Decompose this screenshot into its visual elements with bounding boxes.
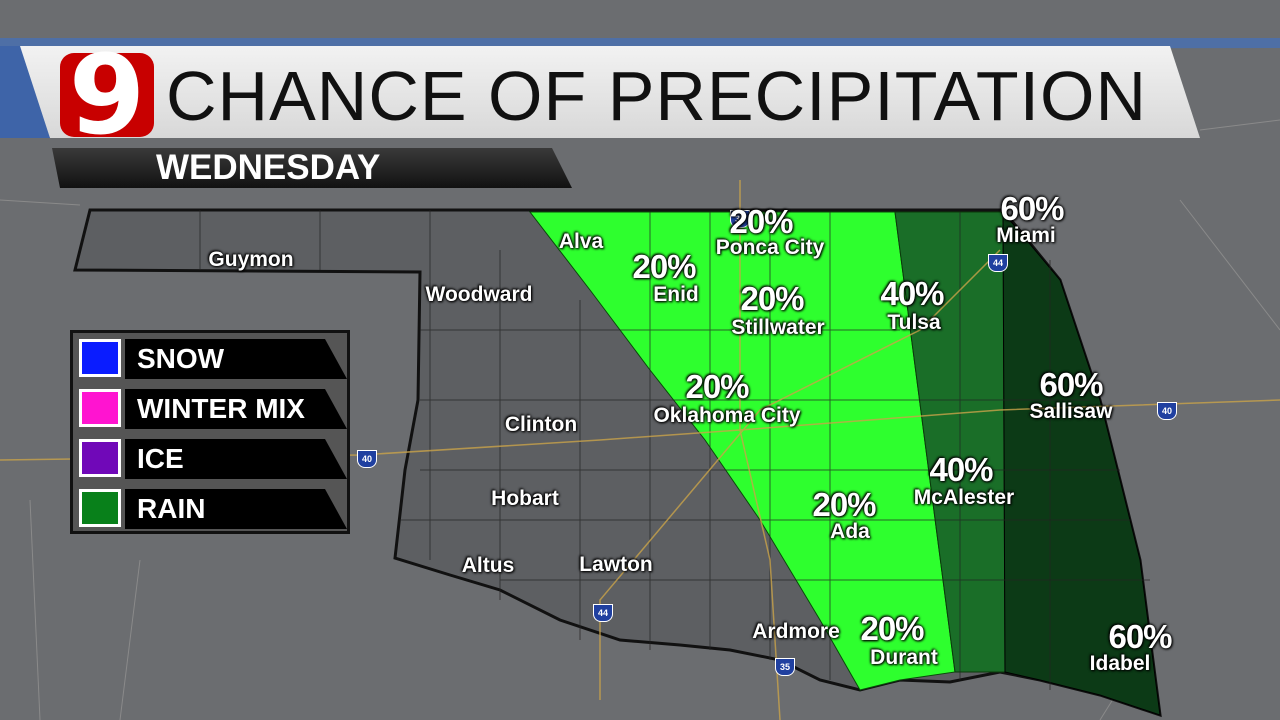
legend-item-rain: RAIN [79, 489, 347, 531]
city-label: Oklahoma City [653, 404, 801, 427]
percent-label: 60% [1000, 190, 1064, 227]
city-label: Sallisaw [1029, 400, 1113, 423]
percent-label: 20% [860, 610, 924, 647]
interstate-44-shield: 44 [988, 254, 1008, 272]
percent-label: 60% [1108, 618, 1172, 655]
percent-label: 20% [812, 486, 876, 523]
city-label: Idabel [1089, 652, 1151, 675]
precip-legend: SNOW WINTER MIX ICE RAIN [70, 330, 350, 534]
title-banner [0, 46, 1200, 138]
city-label: Ponca City [715, 236, 825, 259]
winter-mix-swatch [79, 389, 121, 427]
city-label: Tulsa [887, 311, 941, 334]
legend-item-ice: ICE [79, 439, 347, 481]
channel-9-logo: 9 [60, 40, 154, 150]
subtitle-bar [52, 148, 572, 188]
percent-label: 20% [740, 280, 804, 317]
city-label: Clinton [504, 413, 578, 436]
city-label: Lawton [579, 553, 653, 576]
city-label: Hobart [491, 487, 559, 510]
interstate-35-shield: 35 [730, 210, 750, 228]
city-label: Guymon [208, 248, 294, 271]
percent-label: 20% [632, 248, 696, 285]
city-label: Durant [870, 646, 938, 669]
snow-swatch [79, 339, 121, 377]
city-label: Ada [830, 520, 870, 543]
city-label: Alva [558, 230, 604, 253]
interstate-35-shield: 35 [775, 658, 795, 676]
interstate-40-shield: 40 [1157, 402, 1177, 420]
city-label: McAlester [913, 486, 1015, 509]
zone-60-percent [1002, 210, 1161, 716]
percent-label: 60% [1039, 366, 1103, 403]
percent-label: 20% [685, 368, 749, 405]
city-label: Altus [461, 554, 515, 577]
county-lines [199, 210, 1150, 690]
interstate-40-shield: 40 [357, 450, 377, 468]
city-label: Ardmore [752, 620, 840, 643]
city-label: Woodward [425, 283, 533, 306]
interstate-44-shield: 44 [593, 604, 613, 622]
percent-label: 20% [729, 203, 793, 240]
legend-item-winter-mix: WINTER MIX [79, 389, 347, 431]
percent-label: 40% [929, 451, 993, 488]
city-label: Stillwater [731, 316, 825, 339]
legend-item-snow: SNOW [79, 339, 347, 381]
page-title: CHANCE OF PRECIPITATION [166, 57, 1148, 135]
city-label: Miami [996, 224, 1056, 247]
city-label: Enid [653, 283, 699, 306]
day-label: WEDNESDAY [156, 148, 381, 187]
percent-label: 40% [880, 275, 944, 312]
ice-swatch [79, 439, 121, 477]
rain-swatch [79, 489, 121, 527]
